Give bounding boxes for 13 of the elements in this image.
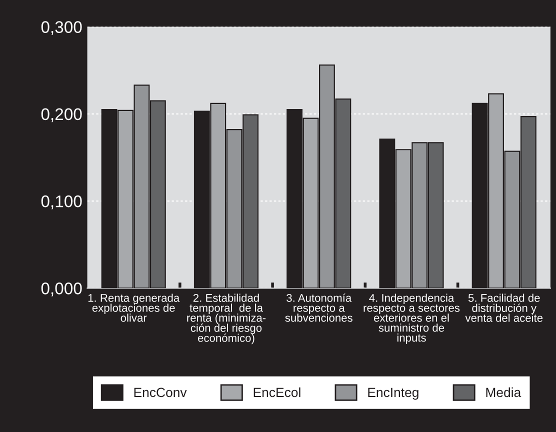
x-tick-label: 1. Renta generada explotaciones de olivar bbox=[88, 294, 180, 322]
x-tick-label: 4. Independencia respecto a sectores exteriores en el suministro de inputs bbox=[364, 294, 460, 344]
x-tick-label: 5. Facilidad de distribución y venta del aceite bbox=[465, 294, 543, 322]
legend-label: EncInteg bbox=[368, 388, 418, 400]
y-tick-label: 0,200 bbox=[41, 108, 82, 122]
x-tick-label: 3. Autonomía respecto a subvenciones bbox=[285, 294, 352, 322]
y-tick-label: 0,100 bbox=[41, 195, 82, 210]
y-tick-label: 0,300 bbox=[41, 21, 82, 35]
y-tick-label: 0,000 bbox=[41, 282, 82, 296]
x-tick-label: 2. Estabilidad temporal de la renta (minimiza- ción del riesgo económico) bbox=[187, 294, 266, 344]
legend-label: EncConv bbox=[134, 388, 187, 398]
legend-label: Media bbox=[486, 387, 522, 398]
legend-label: EncEcol bbox=[254, 387, 300, 398]
